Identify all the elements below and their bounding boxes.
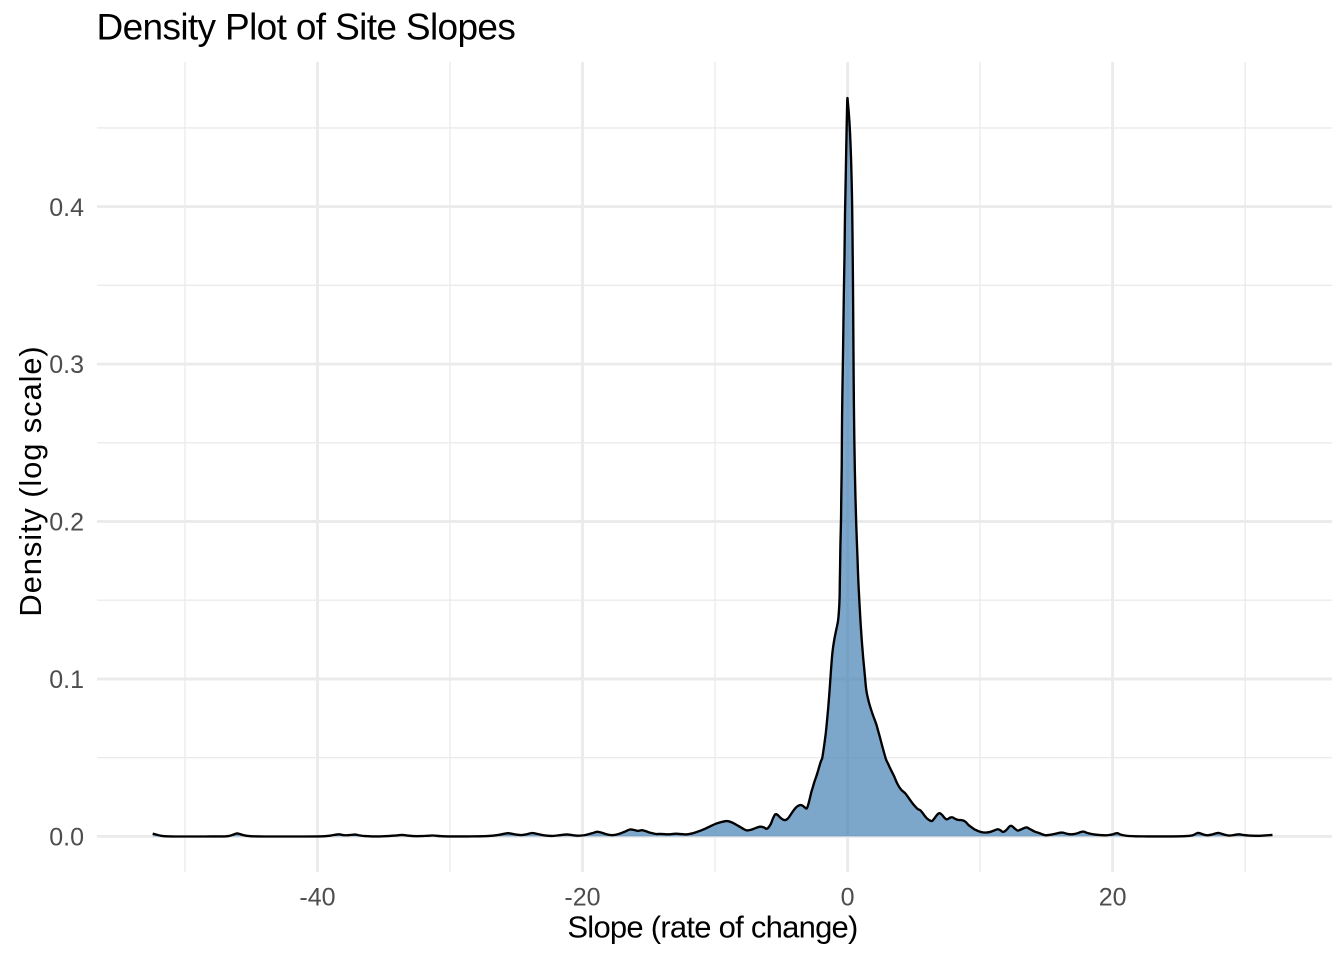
svg-text:20: 20	[1099, 883, 1127, 911]
svg-text:0.4: 0.4	[49, 194, 84, 222]
svg-text:Density (log scale): Density (log scale)	[13, 345, 48, 616]
svg-text:0.0: 0.0	[49, 824, 84, 852]
svg-text:-40: -40	[299, 883, 335, 911]
svg-text:-20: -20	[564, 883, 600, 911]
svg-text:Density Plot of Site Slopes: Density Plot of Site Slopes	[97, 7, 516, 48]
svg-text:0.2: 0.2	[49, 509, 84, 537]
svg-text:0.3: 0.3	[49, 351, 84, 379]
svg-text:0.1: 0.1	[49, 666, 84, 694]
svg-text:0: 0	[841, 883, 855, 911]
svg-text:Slope (rate of change): Slope (rate of change)	[567, 910, 857, 945]
